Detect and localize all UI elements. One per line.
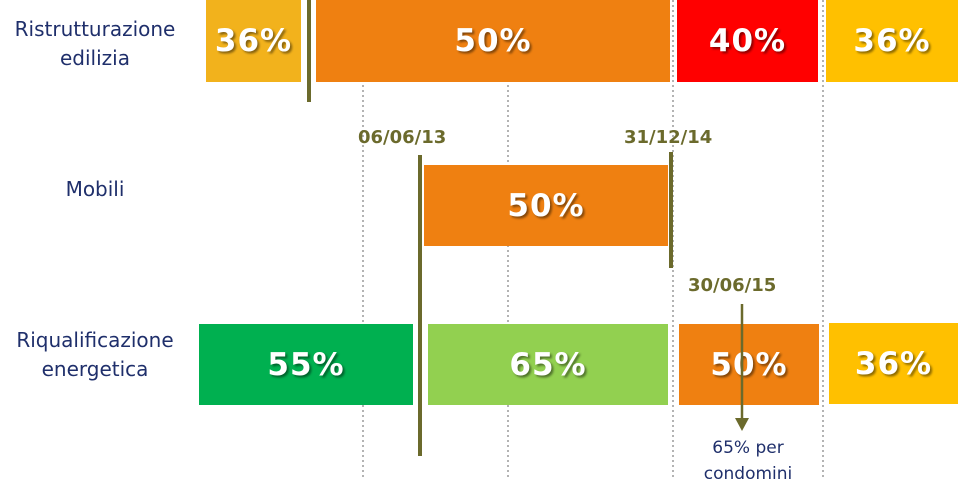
row-label: Ristrutturazione edilizia [14,17,176,70]
period-bar: 40% [677,0,818,82]
period-bar: 55% [199,324,413,405]
row-label: Mobili [65,177,125,201]
row-label: Riqualificazione energetica [16,328,174,381]
period-bar: 65% [428,324,668,405]
period-bar: 36% [206,0,301,82]
period-bar: 50% [424,165,668,246]
arrow-head [735,418,749,431]
date-label: 30/06/15 [688,275,777,296]
note: 65% per condomini [703,438,793,484]
period-bar: 50% [679,324,819,405]
date-label: 06/06/13 [358,127,447,148]
period-bar: 36% [826,0,958,82]
period-bar: 50% [316,0,670,82]
period-bar: 36% [829,323,958,404]
date-label: 31/12/14 [624,127,713,148]
